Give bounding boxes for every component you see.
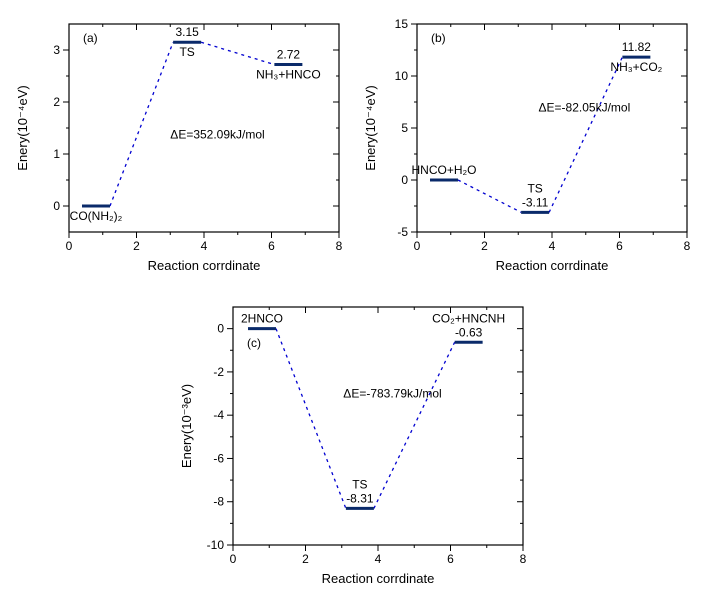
svg-text:0: 0 <box>217 322 224 336</box>
conn-line <box>201 42 274 64</box>
panel-label: (a) <box>83 31 98 45</box>
svg-text:2: 2 <box>481 239 488 253</box>
svg-text:-10: -10 <box>207 538 225 552</box>
svg-text:6: 6 <box>447 552 454 566</box>
state-label: 2HNCO <box>241 312 283 326</box>
ylabel: Enery(10⁻³eV) <box>179 384 194 468</box>
chart-a: 0 2 4 6 8 0 1 2 3 Reaction corrdinate Enery(10⁻⁴eV… <box>11 10 351 280</box>
svg-text:2: 2 <box>302 552 309 566</box>
state-label: NH₃+CO₂ <box>610 60 662 74</box>
state-value: -0.63 <box>455 325 483 339</box>
xlabel: Reaction corrdinate <box>322 571 435 586</box>
svg-text:3: 3 <box>53 43 60 57</box>
svg-text:15: 15 <box>395 17 409 31</box>
conn-line <box>276 329 346 509</box>
ylabel: Enery(10⁻⁴eV) <box>15 85 30 170</box>
state-label: TS <box>352 477 367 491</box>
svg-text:8: 8 <box>520 552 527 566</box>
conn-line <box>374 342 455 508</box>
panel-label: (b) <box>431 31 446 45</box>
svg-text:-2: -2 <box>213 365 224 379</box>
svg-text:6: 6 <box>616 239 623 253</box>
svg-text:0: 0 <box>230 552 237 566</box>
svg-text:8: 8 <box>336 239 343 253</box>
ylabel: Enery(10⁻⁴eV) <box>363 85 378 170</box>
chart-c: 0 2 4 6 8 -10 -8 -6 -4 -2 0 Reaction corrdinate Ener… <box>175 293 535 593</box>
svg-text:1: 1 <box>53 147 60 161</box>
state-value: -8.31 <box>346 491 374 505</box>
svg-text:4: 4 <box>201 239 208 253</box>
svg-text:-5: -5 <box>397 225 408 239</box>
conn-line <box>110 42 173 206</box>
panel-a: 0 2 4 6 8 0 1 2 3 Reaction corrdinate Enery(10⁻⁴eV… <box>11 10 351 285</box>
delta-e: ΔE=352.09kJ/mol <box>170 127 264 141</box>
svg-text:2: 2 <box>133 239 140 253</box>
delta-e: ΔE=-82.05kJ/mol <box>539 100 631 114</box>
state-label: CO(NH₂)₂ <box>70 209 123 223</box>
svg-text:0: 0 <box>401 173 408 187</box>
svg-text:-8: -8 <box>213 495 224 509</box>
svg-text:-4: -4 <box>213 408 224 422</box>
xlabel: Reaction corrdinate <box>496 258 609 273</box>
svg-text:5: 5 <box>401 121 408 135</box>
svg-text:4: 4 <box>549 239 556 253</box>
svg-text:4: 4 <box>375 552 382 566</box>
svg-text:0: 0 <box>66 239 73 253</box>
xlabel: Reaction corrdinate <box>148 258 261 273</box>
delta-e: ΔE=-783.79kJ/mol <box>343 386 441 400</box>
svg-text:8: 8 <box>684 239 691 253</box>
panel-label: (c) <box>247 336 261 350</box>
svg-text:6: 6 <box>268 239 275 253</box>
conn-line <box>458 180 521 212</box>
state-label: TS <box>179 45 194 59</box>
state-label: HNCO+H₂O <box>412 163 477 177</box>
svg-text:10: 10 <box>395 69 409 83</box>
state-value: 2.72 <box>277 48 301 62</box>
panel-b: 0 2 4 6 8 -5 0 5 10 15 Reaction corrdinate Enery(10… <box>359 10 699 285</box>
svg-text:2: 2 <box>53 95 60 109</box>
svg-text:0: 0 <box>53 199 60 213</box>
panel-c: 0 2 4 6 8 -10 -8 -6 -4 -2 0 Reaction corrdinate Ener… <box>175 293 535 598</box>
svg-text:0: 0 <box>414 239 421 253</box>
state-label: NH₃+HNCO <box>256 68 321 82</box>
chart-b: 0 2 4 6 8 -5 0 5 10 15 Reaction corrdinate Enery(10… <box>359 10 699 280</box>
state-label: CO₂+HNCNH <box>432 311 505 325</box>
state-value: -3.11 <box>522 195 549 209</box>
state-value: 11.82 <box>622 40 651 54</box>
state-label: TS <box>527 181 542 195</box>
state-value: 3.15 <box>175 25 199 39</box>
conn-line <box>549 57 622 212</box>
svg-text:-6: -6 <box>213 451 224 465</box>
